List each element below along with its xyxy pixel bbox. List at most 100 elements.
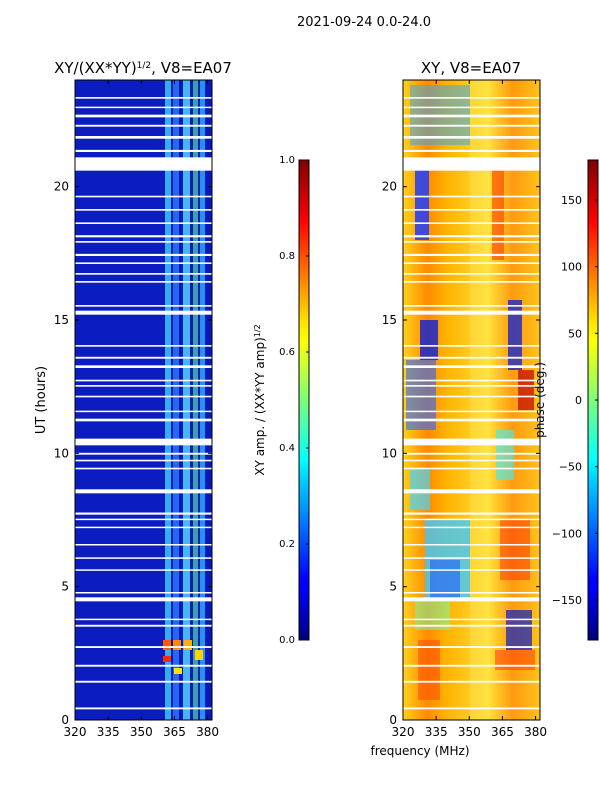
- flagged-ut-band: [75, 253, 212, 256]
- flagged-ut-band: [75, 235, 212, 238]
- flagged-ut-band: [75, 592, 212, 594]
- flagged-ut-band: [403, 310, 540, 315]
- amplitude-colorbar-tick-label: 1.0: [279, 155, 295, 166]
- phase-colorbar-ticks: −150 −100 −50 0 50 100 150: [552, 194, 598, 607]
- flagged-ut-band: [403, 195, 540, 198]
- amplitude-xtick-label: 320: [64, 725, 87, 739]
- flagged-ut-band: [403, 459, 540, 462]
- flagged-ut-band: [403, 489, 540, 494]
- flagged-ut-band: [75, 618, 212, 621]
- flagged-ut-band: [75, 305, 212, 307]
- phase-structure: [500, 520, 530, 580]
- flagged-ut-band: [75, 664, 212, 667]
- phase-ytick-label: 15: [382, 313, 397, 327]
- phase-structure: [420, 320, 438, 360]
- amplitude-title: XY/(XX*YY)1/2, V8=EA07: [54, 59, 232, 77]
- flagged-ut-band: [403, 518, 540, 521]
- flagged-ut-band: [75, 281, 212, 283]
- flagged-ut-band: [403, 222, 540, 224]
- flagged-ut-band: [75, 707, 212, 710]
- phase-frame: [402, 79, 541, 721]
- flagged-ut-band: [75, 149, 212, 152]
- amplitude-background-shade: [75, 80, 163, 720]
- flagged-ut-band: [75, 489, 212, 494]
- flagged-ut-band: [403, 618, 540, 621]
- flagged-ut-band: [403, 385, 540, 387]
- flagged-ut-band: [75, 379, 212, 382]
- amplitude-ylabel: UT (hours): [34, 366, 49, 434]
- flagged-ut-band: [75, 467, 212, 470]
- amplitude-colorbar-tick-label: 0.0: [279, 635, 295, 646]
- phase-structure: [430, 560, 460, 600]
- flagged-ut-band: [403, 235, 540, 238]
- phase-structure: [496, 430, 514, 480]
- amplitude-frame: [74, 79, 213, 721]
- amplitude-hotspot: [163, 656, 171, 662]
- flagged-ut-band: [403, 707, 540, 710]
- flagged-ut-band: [75, 459, 212, 462]
- amplitude-ytick-label: 5: [61, 580, 69, 594]
- phase-structure: [415, 170, 429, 240]
- phase-structure: [506, 610, 532, 650]
- flagged-ut-band: [403, 646, 540, 648]
- flagged-ut-band: [403, 557, 540, 559]
- flagged-ut-band: [403, 157, 540, 171]
- phase-colorbar-tick-label: 50: [568, 327, 582, 340]
- amplitude-hotspot: [173, 640, 181, 650]
- amplitude-ytick-label: 20: [54, 180, 69, 194]
- phase-title: XY, V8=EA07: [421, 59, 521, 77]
- flagged-ut-band: [75, 310, 212, 315]
- phase-structure: [470, 80, 490, 720]
- flagged-ut-band: [75, 157, 212, 171]
- phase-ytick-label: 0: [389, 713, 397, 727]
- flagged-ut-band: [403, 124, 540, 127]
- flagged-ut-band: [403, 106, 540, 109]
- flagged-ut-band: [403, 379, 540, 382]
- flagged-ut-band: [75, 209, 212, 211]
- flagged-ut-band: [75, 136, 212, 139]
- flagged-ut-band: [75, 544, 212, 546]
- phase-panel: XY, V8=EA07 320 335 350 365 38: [382, 59, 547, 739]
- amplitude-colorbar-label: XY amp. / (XX*YY amp)1/2: [253, 324, 268, 475]
- phase-colorbar: −150 −100 −50 0 50 100 150 phase (deg.): [533, 159, 599, 641]
- flagged-ut-band: [403, 512, 540, 515]
- phase-colorbar-tick-label: 0: [575, 394, 582, 407]
- flagged-ut-band: [75, 124, 212, 127]
- amplitude-colorbar-tick-label: 0.4: [279, 443, 295, 454]
- amplitude-heatmap: [75, 80, 212, 720]
- phase-colorbar-tick-label: 100: [561, 261, 582, 274]
- flagged-ut-band: [403, 592, 540, 594]
- phase-flagged-bands: [403, 97, 540, 710]
- phase-ytick-label: 5: [389, 580, 397, 594]
- amplitude-xtick-label: 335: [97, 725, 120, 739]
- flagged-ut-band: [75, 273, 212, 275]
- flagged-ut-band: [75, 597, 212, 602]
- amplitude-hotspot: [174, 668, 182, 674]
- flagged-ut-band: [75, 114, 212, 118]
- phase-heatmap: [403, 80, 540, 720]
- flagged-ut-band: [75, 195, 212, 198]
- phase-axes: 320 335 350 365 380 0 5 10 15 20: [382, 80, 547, 739]
- flagged-ut-band: [75, 438, 212, 446]
- flagged-ut-band: [403, 410, 540, 413]
- flagged-ut-band: [403, 356, 540, 359]
- amplitude-hotspot: [195, 650, 203, 660]
- amplitude-flagged-bands: [75, 97, 212, 710]
- amplitude-colorbar-tick-label: 0.8: [279, 251, 295, 262]
- amplitude-hotspot: [184, 640, 192, 650]
- phase-colorbar-tick-label: −50: [559, 461, 582, 474]
- flagged-ut-band: [403, 345, 540, 347]
- flagged-ut-band: [403, 209, 540, 211]
- phase-colorbar-label: phase (deg.): [533, 362, 547, 438]
- amplitude-column: [173, 80, 179, 720]
- phase-colorbar-tick-label: 150: [561, 194, 582, 207]
- phase-structure: [406, 360, 436, 430]
- flagged-ut-band: [403, 273, 540, 275]
- amplitude-xtick-label: 380: [196, 725, 219, 739]
- flagged-ut-band: [403, 664, 540, 667]
- amplitude-ytick-label: 15: [54, 313, 69, 327]
- flagged-ut-band: [75, 557, 212, 559]
- flagged-ut-band: [75, 222, 212, 224]
- flagged-ut-band: [403, 680, 540, 683]
- amplitude-ytick-label: 10: [54, 446, 69, 460]
